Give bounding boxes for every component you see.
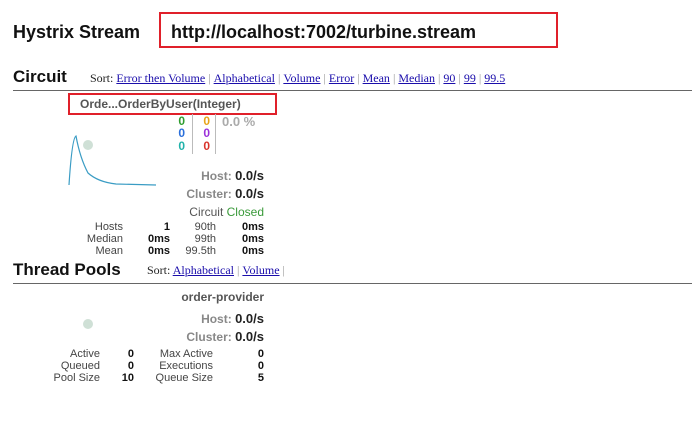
stats-row: Queued 0 Executions 0 bbox=[60, 360, 264, 372]
circuit-sparkline bbox=[68, 135, 157, 186]
stats-row: Pool Size 10 Queue Size 5 bbox=[53, 372, 264, 384]
stats-row: Active 0 Max Active 0 bbox=[70, 348, 264, 360]
success-count: 0 bbox=[178, 114, 185, 128]
count-divider bbox=[192, 114, 193, 154]
timeout-count: 0 bbox=[203, 114, 210, 128]
circuit-host-rate: Host: 0.0/s bbox=[201, 168, 264, 183]
sort-median[interactable]: Median bbox=[398, 71, 435, 85]
circuit-divider bbox=[13, 90, 692, 91]
circuit-status-value: Closed bbox=[226, 205, 264, 219]
sort-label: Sort: bbox=[90, 71, 114, 85]
threadpool-divider bbox=[13, 283, 692, 284]
tp-sort-alphabetical[interactable]: Alphabetical bbox=[172, 263, 234, 277]
stream-url-highlight bbox=[159, 12, 558, 48]
sort-volume[interactable]: Volume bbox=[283, 71, 321, 85]
circuit-health-circle bbox=[83, 140, 93, 150]
sort-mean[interactable]: Mean bbox=[362, 71, 390, 85]
bad-request-count: 0 bbox=[178, 139, 185, 153]
sort-90[interactable]: 90 bbox=[443, 71, 456, 85]
circuit-cluster-rate: Cluster: 0.0/s bbox=[186, 186, 264, 201]
sort-alphabetical[interactable]: Alphabetical bbox=[213, 71, 275, 85]
sort-error-then-volume[interactable]: Error then Volume bbox=[116, 71, 206, 85]
stream-url: http://localhost:7002/turbine.stream bbox=[171, 22, 477, 42]
sort-99-5[interactable]: 99.5 bbox=[484, 71, 506, 85]
sort-label: Sort: bbox=[147, 263, 171, 277]
tp-sort-volume[interactable]: Volume bbox=[242, 263, 280, 277]
threadpool-host-rate: Host: 0.0/s bbox=[201, 311, 264, 326]
circuit-name: Orde...OrderByUser(Integer) bbox=[80, 97, 241, 111]
circuit-stats-table: Hosts 1 90th 0ms Median 0ms 99th 0ms Mea… bbox=[70, 221, 270, 257]
short-circuited-count: 0 bbox=[178, 126, 185, 140]
sort-error[interactable]: Error bbox=[328, 71, 355, 85]
threadpool-health-circle bbox=[83, 319, 93, 329]
count-divider-2 bbox=[215, 114, 216, 154]
threadpool-heading: Thread Pools bbox=[13, 260, 121, 279]
stats-row: Mean 0ms 99.5th 0ms bbox=[95, 245, 264, 257]
stats-row: Median 0ms 99th 0ms bbox=[86, 233, 264, 245]
threadpool-stats-table: Active 0 Max Active 0 Queued 0 Execution… bbox=[40, 348, 270, 384]
circuit-sort-bar: Sort: Error then Volume | Alphabetical | Vol… bbox=[90, 71, 506, 85]
circuit-name-highlight bbox=[68, 93, 277, 115]
failure-count: 0 bbox=[203, 139, 210, 153]
error-percentage: 0.0 % bbox=[222, 114, 256, 129]
threadpool-cluster-rate: Cluster: 0.0/s bbox=[186, 329, 264, 344]
circuit-status: Circuit Closed bbox=[189, 205, 264, 219]
threadpool-name: order-provider bbox=[181, 290, 264, 304]
threadpool-sort-bar: Sort: Alphabetical | Volume | bbox=[147, 263, 285, 277]
circuit-heading: Circuit bbox=[13, 67, 67, 86]
rejected-count: 0 bbox=[203, 126, 210, 140]
stats-row: Hosts 1 90th 0ms bbox=[94, 221, 264, 233]
app-title: Hystrix Stream bbox=[13, 22, 141, 42]
sort-99[interactable]: 99 bbox=[463, 71, 476, 85]
